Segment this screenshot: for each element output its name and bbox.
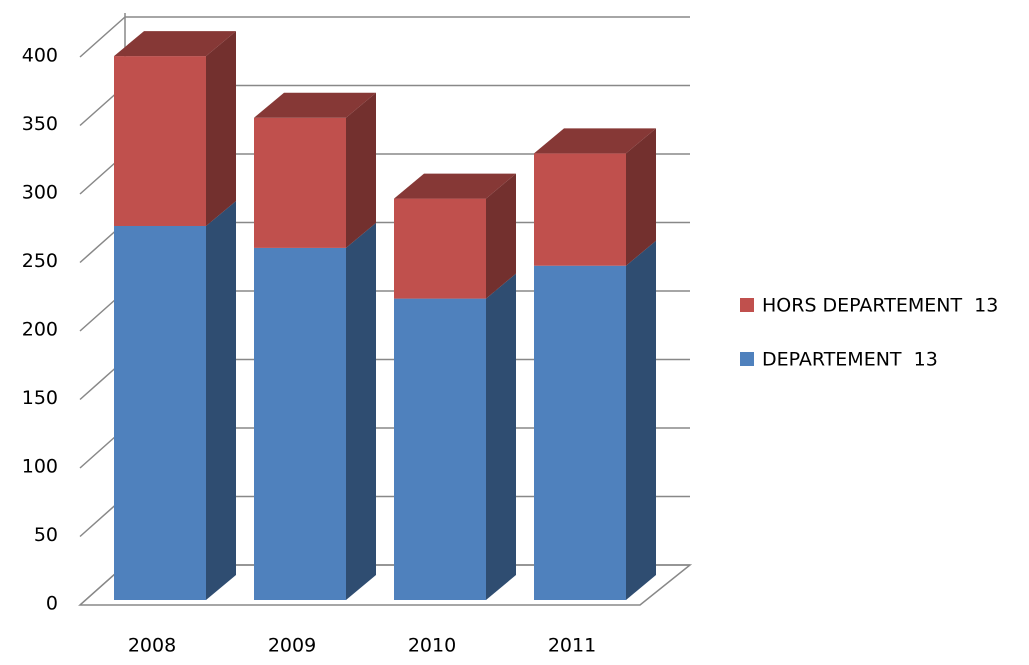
y-tick-label: 400 [22,45,58,67]
x-tick-label: 2010 [408,635,456,657]
bar-side [626,240,656,600]
y-tick-label: 350 [22,113,58,135]
bar-top [254,92,376,118]
y-tick-label: 200 [22,319,58,341]
bar [394,198,486,299]
bar-side [206,31,236,226]
bar [534,265,626,600]
y-tick-label: 0 [46,593,58,615]
bar [394,298,486,600]
x-tick-label: 2009 [268,635,316,657]
bar [254,117,346,248]
bar-side [486,273,516,600]
x-tick-label: 2011 [548,635,596,657]
bar-side [346,92,376,248]
y-tick-label: 250 [22,250,58,272]
bar [534,153,626,266]
y-tick-label: 300 [22,182,58,204]
legend-label: HORS DEPARTEMENT 13 [762,295,998,317]
bar-side [346,222,376,600]
bar [114,56,206,226]
grid-line-side [79,16,126,58]
bar-top [114,31,236,57]
bar-side [626,128,656,266]
bar-side [206,200,236,601]
bar-top [394,173,516,199]
y-tick-label: 50 [34,524,58,546]
bar-side [486,173,516,299]
bar [254,247,346,600]
x-tick-label: 2008 [128,635,176,657]
bar [114,225,206,601]
y-tick-label: 100 [22,456,58,478]
legend-label: DEPARTEMENT 13 [762,349,938,371]
legend-swatch [740,298,754,312]
y-tick-label: 150 [22,387,58,409]
bar-top [534,128,656,154]
legend-swatch [740,352,754,366]
